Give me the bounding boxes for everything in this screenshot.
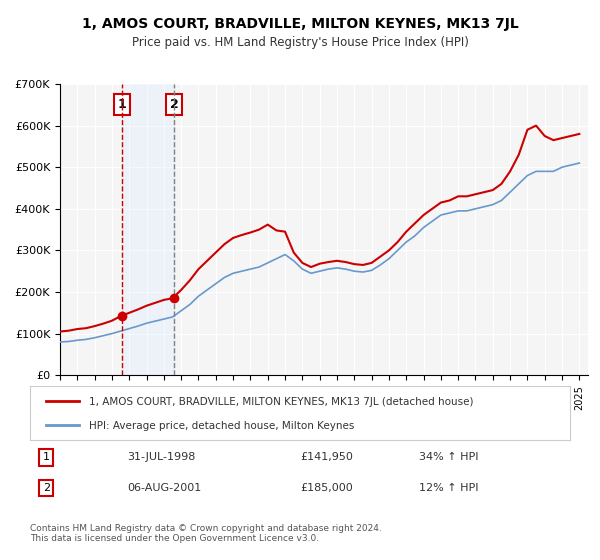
- Text: £141,950: £141,950: [300, 452, 353, 462]
- Text: 31-JUL-1998: 31-JUL-1998: [127, 452, 196, 462]
- Text: HPI: Average price, detached house, Milton Keynes: HPI: Average price, detached house, Milt…: [89, 421, 355, 431]
- Text: 1: 1: [118, 98, 127, 111]
- Text: 1, AMOS COURT, BRADVILLE, MILTON KEYNES, MK13 7JL (detached house): 1, AMOS COURT, BRADVILLE, MILTON KEYNES,…: [89, 398, 474, 407]
- Text: Price paid vs. HM Land Registry's House Price Index (HPI): Price paid vs. HM Land Registry's House …: [131, 36, 469, 49]
- Text: 2: 2: [170, 98, 179, 111]
- Text: £185,000: £185,000: [300, 483, 353, 493]
- Text: 1: 1: [43, 452, 50, 462]
- Text: 06-AUG-2001: 06-AUG-2001: [127, 483, 202, 493]
- Text: 1, AMOS COURT, BRADVILLE, MILTON KEYNES, MK13 7JL: 1, AMOS COURT, BRADVILLE, MILTON KEYNES,…: [82, 17, 518, 31]
- Text: 2: 2: [43, 483, 50, 493]
- Text: 34% ↑ HPI: 34% ↑ HPI: [419, 452, 478, 462]
- Text: Contains HM Land Registry data © Crown copyright and database right 2024.
This d: Contains HM Land Registry data © Crown c…: [30, 524, 382, 543]
- Text: 12% ↑ HPI: 12% ↑ HPI: [419, 483, 478, 493]
- Bar: [122, 84, 174, 375]
